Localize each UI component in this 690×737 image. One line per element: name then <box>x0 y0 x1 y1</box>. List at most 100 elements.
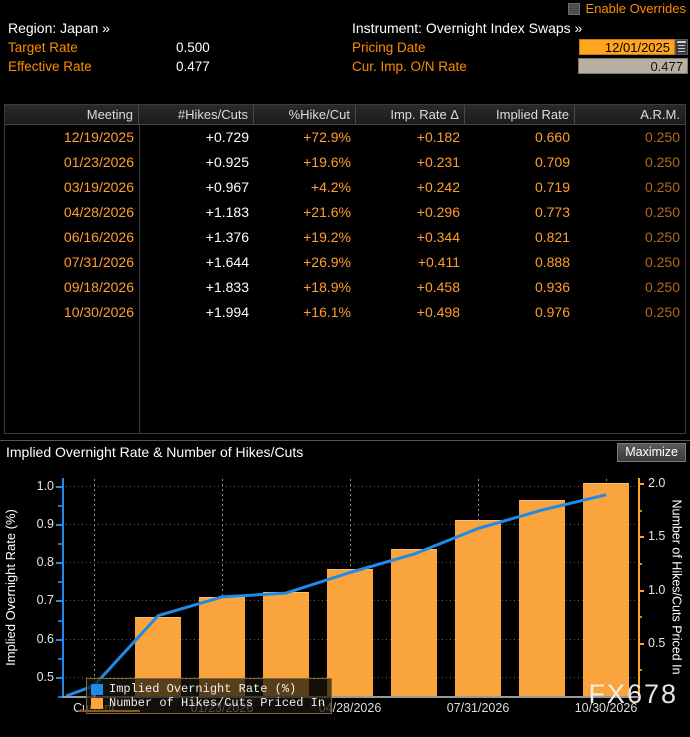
chart-bar[interactable] <box>390 548 438 696</box>
cell-delta: +0.296 <box>416 204 460 220</box>
y-axis-left <box>62 478 64 696</box>
table-row[interactable]: 07/31/2026 +1.644 +26.9% +0.411 0.888 0.250 <box>5 250 685 275</box>
legend-label-implied-rate: Implied Overnight Rate (%) <box>109 682 297 696</box>
x-tick-label: 07/31/2026 <box>446 701 510 715</box>
cell-meeting: 01/23/2026 <box>63 154 134 170</box>
legend-item-line: Implied Overnight Rate (%) <box>91 682 325 696</box>
enable-overrides-toggle[interactable]: Enable Overrides <box>567 1 686 16</box>
column-header-meeting[interactable]: Meeting <box>5 105 139 124</box>
cell-pct: +21.6% <box>303 204 351 220</box>
column-header-implied-rate[interactable]: Implied Rate <box>465 105 575 124</box>
cell-hikes: +1.376 <box>205 229 249 245</box>
meetings-table: Meeting #Hikes/Cuts %Hike/Cut Imp. Rate … <box>4 104 686 434</box>
y-tick-label-right: 0.5 <box>648 635 666 650</box>
column-header-hikes-cuts[interactable]: #Hikes/Cuts <box>139 105 254 124</box>
cell-delta: +0.231 <box>416 154 460 170</box>
table-body: 12/19/2025 +0.729 +72.9% +0.182 0.660 0.250 01… <box>5 125 685 325</box>
cell-arm: 0.250 <box>644 229 680 245</box>
cell-hikes: +0.925 <box>205 154 249 170</box>
chart-title: Implied Overnight Rate & Number of Hikes… <box>6 444 304 460</box>
checkbox-icon[interactable] <box>567 2 580 15</box>
cell-meeting: 09/18/2026 <box>63 279 134 295</box>
chart-panel: Implied Overnight Rate & Number of Hikes… <box>0 440 690 737</box>
legend-swatch-icon <box>91 697 103 709</box>
table-row[interactable]: 12/19/2025 +0.729 +72.9% +0.182 0.660 0.250 <box>5 125 685 150</box>
legend-underline <box>78 710 140 712</box>
cell-meeting: 03/19/2026 <box>63 179 134 195</box>
cell-implied: 0.976 <box>534 304 570 320</box>
y-tick-label-left: 0.5 <box>36 669 54 684</box>
region-panel: Region: Japan » Target Rate 0.500 Effect… <box>8 18 338 76</box>
y-tick-right-minor <box>638 563 642 566</box>
watermark: FX678 <box>588 679 678 709</box>
legend-item-bar: Number of Hikes/Cuts Priced In <box>91 696 325 710</box>
cell-hikes: +0.967 <box>205 179 249 195</box>
chart-bar[interactable] <box>582 482 630 696</box>
cell-hikes: +1.644 <box>205 254 249 270</box>
cur-imp-on-rate-row: Cur. Imp. O/N Rate 0.477 <box>352 57 688 76</box>
instrument-title[interactable]: Instrument: Overnight Index Swaps » <box>352 20 583 36</box>
effective-rate-label: Effective Rate <box>8 59 92 74</box>
effective-rate-value: 0.477 <box>176 59 210 74</box>
y-tick-left <box>56 676 62 679</box>
x-tick-label: 10/30/2026 <box>574 701 638 715</box>
y-tick-right-minor <box>638 509 642 512</box>
cell-implied: 0.660 <box>534 129 570 145</box>
y-tick-label-right: 2.0 <box>648 476 666 491</box>
instrument-panel: Instrument: Overnight Index Swaps » Pric… <box>352 18 688 76</box>
region-title[interactable]: Region: Japan » <box>8 20 110 36</box>
cell-delta: +0.411 <box>417 254 460 270</box>
cell-delta: +0.458 <box>416 279 460 295</box>
table-header-row: Meeting #Hikes/Cuts %Hike/Cut Imp. Rate … <box>5 105 685 125</box>
cell-delta: +0.498 <box>416 304 460 320</box>
y-tick-label-left: 0.9 <box>36 516 54 531</box>
chart-legend: Implied Overnight Rate (%) Number of Hik… <box>86 678 333 714</box>
y-tick-label-left: 0.8 <box>36 555 54 570</box>
legend-label-hikes-cuts: Number of Hikes/Cuts Priced In <box>109 696 326 710</box>
pricing-date-field[interactable]: 12/01/2025 <box>579 39 688 55</box>
chart-bar[interactable] <box>326 569 374 696</box>
table-row[interactable]: 09/18/2026 +1.833 +18.9% +0.458 0.936 0.250 <box>5 275 685 300</box>
y-tick-left <box>56 638 62 641</box>
column-header-arm[interactable]: A.R.M. <box>640 107 680 122</box>
table-row[interactable]: 06/16/2026 +1.376 +19.2% +0.344 0.821 0.250 <box>5 225 685 250</box>
cell-arm: 0.250 <box>644 154 680 170</box>
cell-hikes: +0.729 <box>205 129 249 145</box>
pricing-date-input[interactable]: 12/01/2025 <box>579 39 675 55</box>
cell-arm: 0.250 <box>644 254 680 270</box>
chart-bar[interactable] <box>518 500 566 696</box>
cur-imp-on-rate-field: 0.477 <box>578 58 688 74</box>
header-fields: Region: Japan » Target Rate 0.500 Effect… <box>0 18 690 100</box>
table-row[interactable]: 04/28/2026 +1.183 +21.6% +0.296 0.773 0.250 <box>5 200 685 225</box>
calendar-icon[interactable] <box>675 39 688 55</box>
table-row[interactable]: 01/23/2026 +0.925 +19.6% +0.231 0.709 0.250 <box>5 150 685 175</box>
chart-bar[interactable] <box>454 520 502 696</box>
cell-implied: 0.709 <box>534 154 570 170</box>
cell-pct: +72.9% <box>303 129 351 145</box>
pricing-date-label: Pricing Date <box>352 40 426 55</box>
cur-imp-on-rate-value: 0.477 <box>578 58 688 74</box>
table-row[interactable]: 10/30/2026 +1.994 +16.1% +0.498 0.976 0.250 <box>5 300 685 325</box>
cell-arm: 0.250 <box>644 304 680 320</box>
x-axis <box>62 696 638 698</box>
column-header-imp-rate-delta[interactable]: Imp. Rate Δ <box>356 105 465 124</box>
legend-swatch-icon <box>91 683 103 695</box>
y-tick-left-minor <box>58 581 62 584</box>
y-tick-right <box>638 589 644 592</box>
cell-meeting: 04/28/2026 <box>63 204 134 220</box>
table-row[interactable]: 03/19/2026 +0.967 +4.2% +0.242 0.719 0.250 <box>5 175 685 200</box>
y-tick-left-minor <box>58 657 62 660</box>
y-tick-left-minor <box>58 504 62 507</box>
y-tick-left <box>56 523 62 526</box>
maximize-button[interactable]: Maximize <box>617 443 686 462</box>
y-tick-label-left: 0.7 <box>36 593 54 608</box>
y-tick-label-left: 1.0 <box>36 478 54 493</box>
column-divider <box>139 124 140 433</box>
column-header-pct-hike[interactable]: %Hike/Cut <box>254 105 356 124</box>
implied-rate-line <box>65 493 607 696</box>
gridline-vertical <box>94 478 95 696</box>
cell-delta: +0.242 <box>416 179 460 195</box>
cell-hikes: +1.183 <box>205 204 249 220</box>
target-rate-label: Target Rate <box>8 40 78 55</box>
y-tick-left-minor <box>58 619 62 622</box>
